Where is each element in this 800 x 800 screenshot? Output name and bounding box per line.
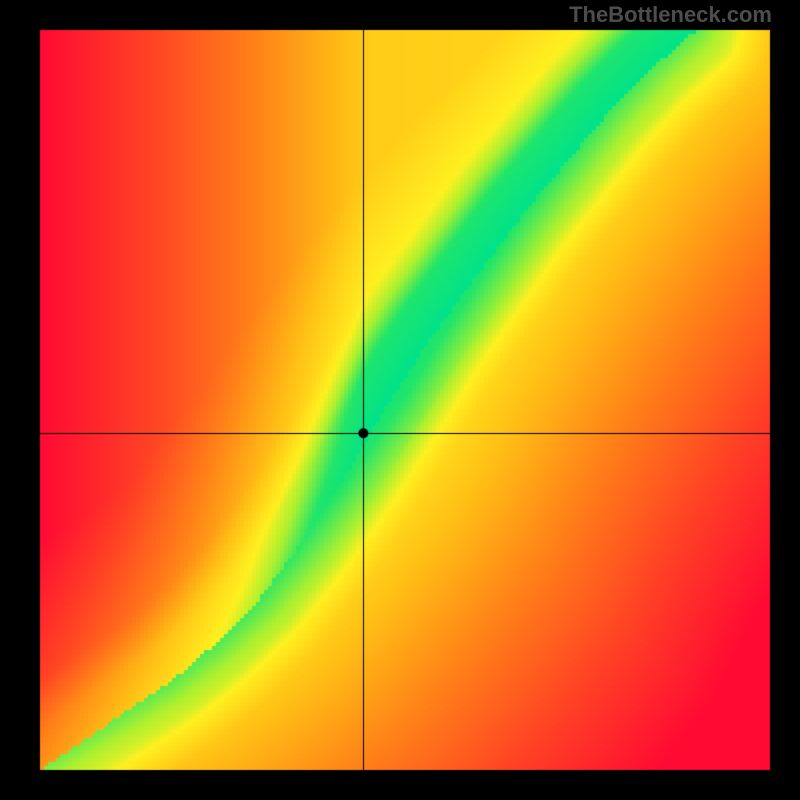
watermark-text: TheBottleneck.com	[569, 2, 772, 28]
chart-container: TheBottleneck.com	[0, 0, 800, 800]
bottleneck-heatmap	[0, 0, 800, 800]
